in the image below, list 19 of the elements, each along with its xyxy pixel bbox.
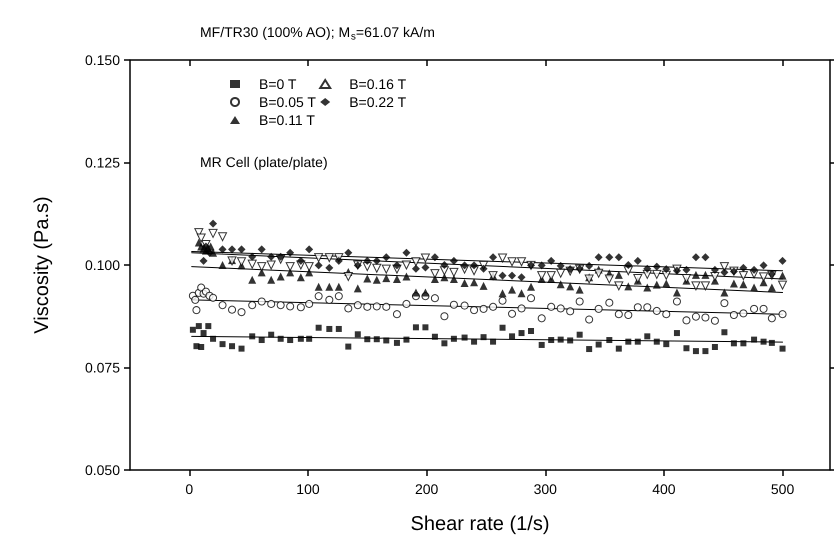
y-tick-label: 0.075 xyxy=(84,360,120,376)
y-tick-label: 0.125 xyxy=(84,154,120,170)
x-tick-label: 0 xyxy=(185,481,194,497)
legend-label: B=0.16 T xyxy=(349,76,407,92)
x-tick-label: 200 xyxy=(414,481,439,497)
x-axis-title: Shear rate (1/s) xyxy=(410,513,550,535)
y-axis-title: Viscosity (Pa.s) xyxy=(31,196,53,334)
annotation: MR Cell (plate/plate) xyxy=(200,154,328,170)
legend-label: B=0.11 T xyxy=(259,112,316,128)
y-tick-label: 0.100 xyxy=(84,257,120,273)
legend-label: B=0 T xyxy=(259,76,297,92)
legend-label: B=0.22 T xyxy=(349,94,407,110)
legend-label: B=0.05 T xyxy=(259,94,316,110)
x-tick-label: 500 xyxy=(770,481,794,497)
x-tick-label: 300 xyxy=(534,481,558,497)
y-tick-label: 0.150 xyxy=(84,52,120,68)
x-tick-label: 400 xyxy=(652,481,676,497)
x-tick-label: 100 xyxy=(296,481,320,497)
y-tick-label: 0.050 xyxy=(84,462,120,478)
